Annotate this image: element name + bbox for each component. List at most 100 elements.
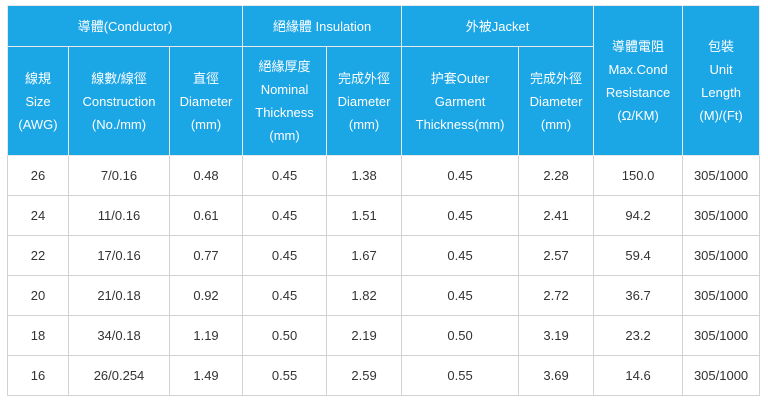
cell-jacket-diameter: 2.72 <box>518 275 595 316</box>
header-insulation-diameter-line: Diameter <box>337 93 391 109</box>
header-size-line: Size <box>25 93 51 109</box>
cable-spec-table: 導體(Conductor) 絕緣體 Insulation 外被Jacket 導體… <box>6 5 761 396</box>
cell-jacket-diameter: 3.19 <box>518 315 595 356</box>
table-row: 22 17/0.16 0.77 0.45 1.67 0.45 2.57 59.4… <box>7 235 761 276</box>
header-diameter-line: (mm) <box>190 116 222 132</box>
header-size-line: 線規 <box>24 70 51 86</box>
cell-diameter: 1.49 <box>168 355 244 396</box>
header-nominal-thickness: 絕緣厚度 Nominal Thickness (mm) <box>242 46 328 156</box>
cell-nominal-thickness: 0.50 <box>242 315 328 356</box>
header-construction-line: Construction <box>82 93 156 109</box>
cell-outer-thickness: 0.45 <box>401 275 520 316</box>
cell-size: 22 <box>7 235 69 276</box>
cell-resistance: 36.7 <box>593 275 684 316</box>
cell-outer-thickness: 0.45 <box>401 155 520 196</box>
header-unit-length-line: Length <box>701 84 741 100</box>
cell-nominal-thickness: 0.45 <box>242 155 328 196</box>
cell-unit-length: 305/1000 <box>682 195 761 236</box>
cell-unit-length: 305/1000 <box>682 315 761 356</box>
cell-construction: 21/0.18 <box>68 275 170 316</box>
cell-size: 18 <box>7 315 69 356</box>
cell-insulation-diameter: 1.38 <box>326 155 403 196</box>
header-outer-thickness-line: Garment <box>434 93 486 109</box>
cell-diameter: 0.61 <box>168 195 244 236</box>
header-unit-length-line: 包裝 <box>708 38 735 54</box>
header-jacket-diameter-line: 完成外徑 <box>530 70 583 86</box>
header-jacket-diameter-line: (mm) <box>540 116 572 132</box>
header-resistance-line: (Ω/KM) <box>617 107 659 123</box>
table-row: 26 7/0.16 0.48 0.45 1.38 0.45 2.28 150.0… <box>7 155 761 196</box>
header-row-groups: 導體(Conductor) 絕緣體 Insulation 外被Jacket 導體… <box>6 5 761 156</box>
header-size-line: (AWG) <box>18 116 58 132</box>
cell-nominal-thickness: 0.55 <box>242 355 328 396</box>
cell-unit-length: 305/1000 <box>682 235 761 276</box>
group-header-conductor: 導體(Conductor) <box>6 5 244 47</box>
cell-insulation-diameter: 2.19 <box>326 315 403 356</box>
cell-outer-thickness: 0.50 <box>401 315 520 356</box>
cell-nominal-thickness: 0.45 <box>242 235 328 276</box>
header-outer-thickness: 护套Outer Garment Thickness(mm) <box>401 46 520 156</box>
cell-construction: 11/0.16 <box>68 195 170 236</box>
cell-diameter: 0.92 <box>168 275 244 316</box>
header-insulation-diameter-line: 完成外徑 <box>338 70 391 86</box>
header-size: 線規 Size (AWG) <box>7 46 69 156</box>
cell-nominal-thickness: 0.45 <box>242 195 328 236</box>
header-construction-line: 線數/線徑 <box>91 70 147 86</box>
cell-jacket-diameter: 3.69 <box>518 355 595 396</box>
cell-outer-thickness: 0.45 <box>401 235 520 276</box>
cell-insulation-diameter: 1.67 <box>326 235 403 276</box>
cell-insulation-diameter: 2.59 <box>326 355 403 396</box>
cell-resistance: 14.6 <box>593 355 684 396</box>
cell-construction: 26/0.254 <box>68 355 170 396</box>
cell-size: 24 <box>7 195 69 236</box>
cell-construction: 7/0.16 <box>68 155 170 196</box>
cell-construction: 17/0.16 <box>68 235 170 276</box>
cell-unit-length: 305/1000 <box>682 355 761 396</box>
cell-unit-length: 305/1000 <box>682 155 761 196</box>
header-outer-thickness-line: Thickness(mm) <box>415 116 505 132</box>
cell-jacket-diameter: 2.57 <box>518 235 595 276</box>
header-insulation-diameter-line: (mm) <box>348 116 380 132</box>
spec-table-container: 導體(Conductor) 絕緣體 Insulation 外被Jacket 導體… <box>6 5 761 396</box>
cell-outer-thickness: 0.45 <box>401 195 520 236</box>
cell-resistance: 23.2 <box>593 315 684 356</box>
cell-size: 16 <box>7 355 69 396</box>
header-resistance-line: 導體電阻 <box>612 38 665 54</box>
cell-nominal-thickness: 0.45 <box>242 275 328 316</box>
header-jacket-diameter: 完成外徑 Diameter (mm) <box>518 46 595 156</box>
header-construction: 線數/線徑 Construction (No./mm) <box>68 46 170 156</box>
header-diameter-line: 直徑 <box>193 70 220 86</box>
header-nominal-thickness-line: Thickness <box>255 105 314 120</box>
cell-diameter: 0.77 <box>168 235 244 276</box>
cell-resistance: 59.4 <box>593 235 684 276</box>
header-insulation-diameter: 完成外徑 Diameter (mm) <box>326 46 403 156</box>
cell-resistance: 150.0 <box>593 155 684 196</box>
cell-diameter: 0.48 <box>168 155 244 196</box>
cell-jacket-diameter: 2.41 <box>518 195 595 236</box>
table-row: 20 21/0.18 0.92 0.45 1.82 0.45 2.72 36.7… <box>7 275 761 316</box>
header-nominal-thickness-line: (mm) <box>269 128 300 143</box>
group-header-insulation: 絕緣體 Insulation <box>242 5 403 47</box>
cell-construction: 34/0.18 <box>68 315 170 356</box>
cell-insulation-diameter: 1.51 <box>326 195 403 236</box>
cell-outer-thickness: 0.55 <box>401 355 520 396</box>
header-resistance: 導體電阻 Max.Cond Resistance (Ω/KM) <box>593 5 684 156</box>
cell-jacket-diameter: 2.28 <box>518 155 595 196</box>
header-resistance-line: Resistance <box>605 84 671 100</box>
header-jacket-diameter-line: Diameter <box>529 93 583 109</box>
cell-unit-length: 305/1000 <box>682 275 761 316</box>
table-row: 24 11/0.16 0.61 0.45 1.51 0.45 2.41 94.2… <box>7 195 761 236</box>
header-diameter: 直徑 Diameter (mm) <box>168 46 244 156</box>
header-nominal-thickness-line: 絕緣厚度 <box>258 59 311 74</box>
cell-resistance: 94.2 <box>593 195 684 236</box>
header-unit-length-line: Unit <box>709 61 733 77</box>
cell-size: 26 <box>7 155 69 196</box>
cell-diameter: 1.19 <box>168 315 244 356</box>
group-header-jacket: 外被Jacket <box>401 5 595 47</box>
cell-size: 20 <box>7 275 69 316</box>
header-nominal-thickness-line: Nominal <box>260 82 309 97</box>
table-row: 18 34/0.18 1.19 0.50 2.19 0.50 3.19 23.2… <box>7 315 761 356</box>
header-construction-line: (No./mm) <box>91 116 147 132</box>
table-row: 16 26/0.254 1.49 0.55 2.59 0.55 3.69 14.… <box>7 355 761 396</box>
header-row-columns: 線規 Size (AWG) 線數/線徑 Construction (No./mm… <box>7 46 760 156</box>
